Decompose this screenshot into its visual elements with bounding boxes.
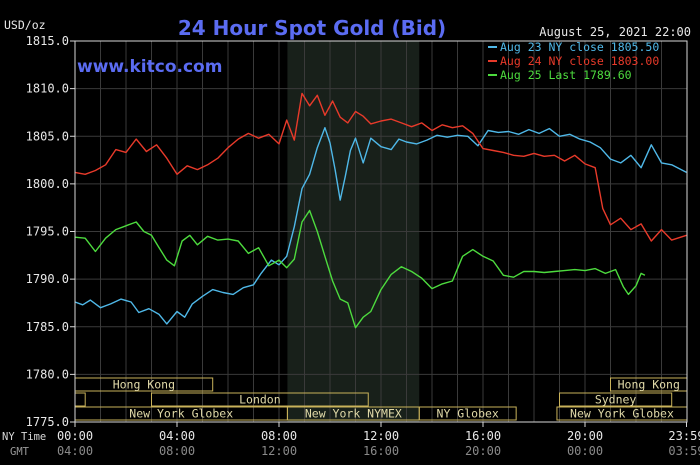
x-tick-label-gmt: 00:00 bbox=[567, 444, 603, 458]
gmt-row-label: GMT bbox=[10, 446, 30, 458]
y-axis: 1815.0 1810.0 1805.0 1800.0 1795.0 1790.0 1785… bbox=[26, 34, 75, 429]
session-label: New York Globex bbox=[570, 407, 674, 421]
session-label: Hong Kong bbox=[113, 378, 175, 392]
legend-entry: Aug 25 Last 1789.60 bbox=[500, 68, 632, 82]
grid-lines bbox=[75, 40, 687, 423]
session-bar bbox=[151, 392, 369, 407]
plot-frame bbox=[74, 40, 688, 423]
x-tick-label-ny: 00:00 bbox=[57, 429, 93, 443]
legend-entry: Aug 24 NY close 1803.00 bbox=[500, 54, 659, 68]
session-label: London bbox=[239, 393, 281, 407]
session-bars: Hong Kong London New York Globex New York N… bbox=[74, 377, 688, 421]
x-tick-label-ny: 23:59 bbox=[668, 429, 700, 443]
y-tick-label: 1795.0 bbox=[26, 225, 69, 239]
series-layer bbox=[74, 92, 687, 329]
x-axis: 00:0004:0008:0012:0016:0020:0023:5904:00… bbox=[57, 422, 700, 458]
x-tick-label-gmt: 16:00 bbox=[363, 444, 399, 458]
session-bar bbox=[418, 406, 517, 421]
x-tick-label-ny: 08:00 bbox=[261, 429, 297, 443]
x-tick-label-ny: 12:00 bbox=[363, 429, 399, 443]
y-tick-label: 1815.0 bbox=[26, 34, 69, 48]
series-line-2 bbox=[74, 92, 687, 242]
session-label: New York NYMEX bbox=[305, 407, 402, 421]
watermark-url: www.kitco.com bbox=[77, 57, 222, 77]
unit-label: USD/oz bbox=[4, 18, 46, 32]
x-tick-label-gmt: 20:00 bbox=[465, 444, 501, 458]
x-tick-label-ny: 16:00 bbox=[465, 429, 501, 443]
y-tick-label: 1775.0 bbox=[26, 415, 69, 429]
chart-title: 24 Hour Spot Gold (Bid) bbox=[178, 16, 446, 40]
ny-time-row-label: NY Time bbox=[2, 431, 46, 443]
x-tick-label-gmt: 04:00 bbox=[57, 444, 93, 458]
y-tick-label: 1790.0 bbox=[26, 272, 69, 286]
series-line-3 bbox=[74, 209, 646, 329]
session-label: New York Globex bbox=[129, 407, 233, 421]
x-tick-label-gmt: 12:00 bbox=[261, 444, 297, 458]
y-tick-label: 1780.0 bbox=[26, 367, 69, 381]
y-tick-label: 1785.0 bbox=[26, 320, 69, 334]
x-tick-label-ny: 20:00 bbox=[567, 429, 603, 443]
chart-date: August 25, 2021 22:00 bbox=[539, 25, 691, 39]
x-tick-label-ny: 04:00 bbox=[159, 429, 195, 443]
y-tick-label: 1805.0 bbox=[26, 129, 69, 143]
session-label: NY Globex bbox=[437, 407, 499, 421]
y-tick-label: 1800.0 bbox=[26, 177, 69, 191]
legend-entry: Aug 23 NY close 1805.50 bbox=[500, 40, 659, 54]
series-line-1 bbox=[74, 126, 687, 325]
y-tick-label: 1810.0 bbox=[26, 82, 69, 96]
session-bar bbox=[559, 392, 673, 407]
x-tick-label-gmt: 03:59 bbox=[668, 444, 700, 458]
x-tick-label-gmt: 08:00 bbox=[159, 444, 195, 458]
session-label: Sydney bbox=[595, 393, 637, 407]
session-label: Hong Kong bbox=[618, 378, 680, 392]
